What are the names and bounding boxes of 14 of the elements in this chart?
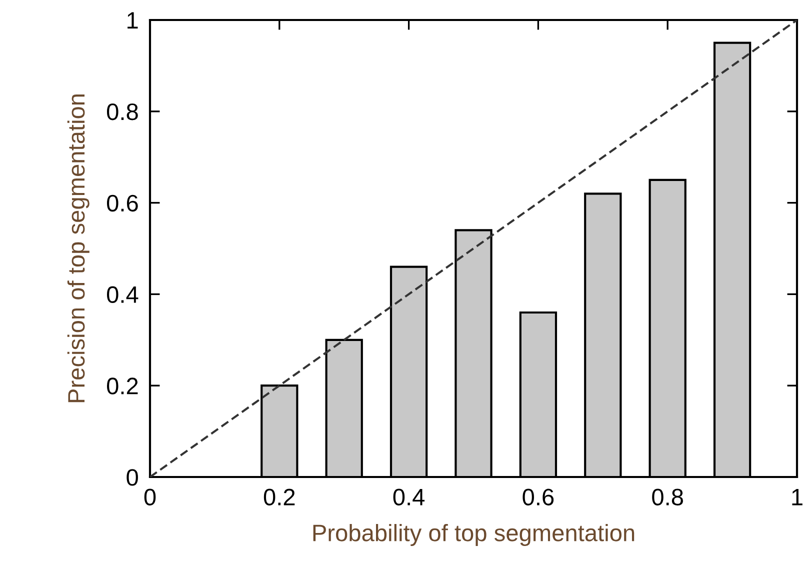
y-tick-label: 0.8 — [106, 103, 138, 120]
x-tick-label: 0 — [144, 488, 156, 506]
x-tick-label: 0.6 — [522, 488, 554, 506]
y-tick-label: 0.6 — [106, 194, 138, 212]
y-tick-label: 0 — [126, 469, 138, 486]
y-tick-label: 0.4 — [106, 286, 138, 303]
y-tick-label: 1 — [128, 12, 138, 29]
x-tick-label: 1 — [792, 488, 802, 506]
x-tick-label: 0.2 — [264, 488, 295, 506]
x-tick-label: 0.8 — [652, 488, 683, 506]
x-axis-title: Probability of top segmentation — [313, 524, 634, 546]
y-axis-title: Precision of top segmentation — [67, 94, 90, 402]
x-tick-label: 0.4 — [393, 488, 425, 506]
y-tick-label: 0.2 — [106, 378, 138, 394]
